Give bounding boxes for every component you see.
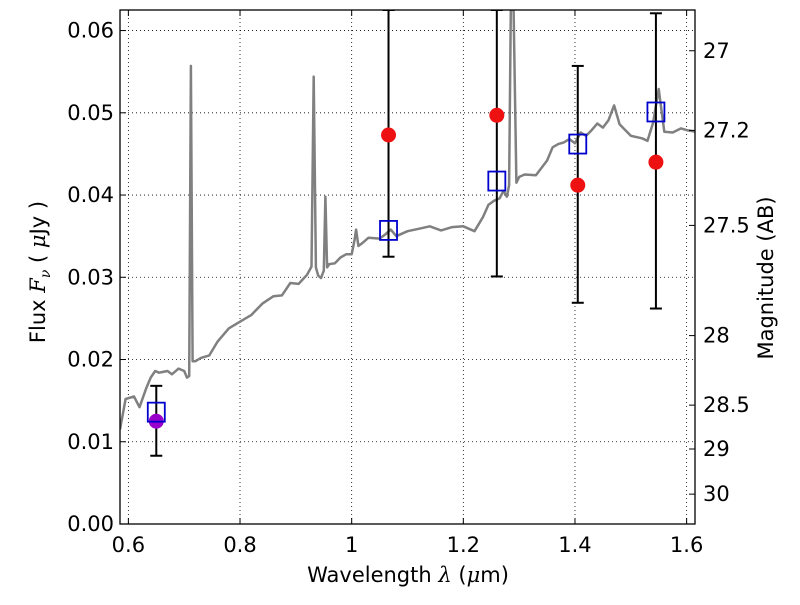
observed-point xyxy=(570,177,586,193)
y-tick-label: 0.02 xyxy=(67,348,114,372)
observed-point xyxy=(381,127,397,143)
y-axis-label: Flux Fν ( μJy ) xyxy=(26,201,54,343)
y2-tick-label: 27.2 xyxy=(703,118,750,142)
y-tick-label: 0.03 xyxy=(67,265,114,289)
x-tick-label: 0.6 xyxy=(112,533,145,557)
axis-ticks: 0.6 0.8 1 1.2 1.4 1.6 0.00 0.01 0.02 0.03 0.04 0.05… xyxy=(67,10,750,557)
y-tick-label: 0.05 xyxy=(67,101,114,125)
model-photometry-point xyxy=(568,133,588,155)
plot-frame xyxy=(119,9,696,525)
data-layer xyxy=(120,10,695,457)
x-tick-label: 1.6 xyxy=(670,533,703,557)
y2-tick-label: 28 xyxy=(703,324,730,348)
y-tick-label: 0.04 xyxy=(67,183,114,207)
y-tick-label: 0.00 xyxy=(67,512,114,536)
y2-axis-label: Magnitude (AB) xyxy=(754,196,778,359)
y2-tick-label: 27.5 xyxy=(703,213,750,237)
x-tick-label: 1.4 xyxy=(558,533,591,557)
y2-tick-label: 27 xyxy=(703,39,730,63)
model-photometry-point xyxy=(146,401,166,423)
x-axis-label: Wavelength λ (μm) xyxy=(307,563,509,587)
model-photometry-point xyxy=(379,220,398,241)
observed-point xyxy=(489,107,505,123)
model-photometry-point xyxy=(487,170,507,192)
y2-tick-label: 28.5 xyxy=(703,393,750,417)
x-tick-label: 0.8 xyxy=(223,533,256,557)
x-tick-label: 1.2 xyxy=(447,533,480,557)
model-photometry-point xyxy=(646,101,666,123)
observed-point xyxy=(648,154,664,170)
x-tick-label: 1 xyxy=(345,533,358,557)
grid-lines xyxy=(120,10,695,525)
y-tick-label: 0.06 xyxy=(67,19,114,43)
y2-tick-label: 30 xyxy=(703,482,730,506)
y2-tick-label: 29 xyxy=(703,437,730,461)
y-tick-label: 0.01 xyxy=(67,430,114,454)
